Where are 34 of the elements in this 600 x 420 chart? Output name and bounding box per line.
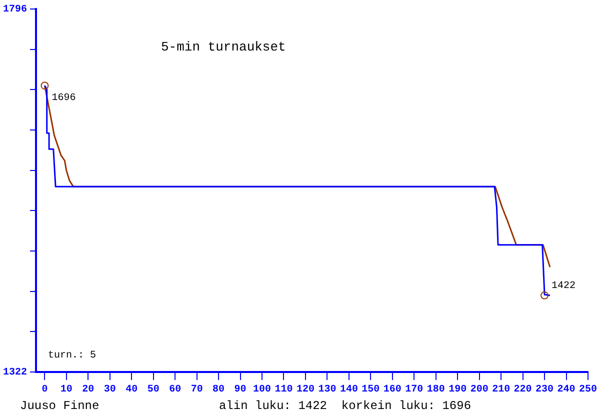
x-tick-label: 30 <box>104 384 116 396</box>
y-tick-label: 1796 <box>2 4 28 16</box>
x-tick-label: 210 <box>492 384 510 396</box>
text: Juuso Finne <box>20 399 100 414</box>
y-tick-label: 1322 <box>2 368 28 379</box>
x-tick-label: 20 <box>82 384 94 396</box>
text: 5-min turnaukset <box>161 39 286 54</box>
x-tick-label: 100 <box>253 384 272 396</box>
x-tick-label: 10 <box>60 384 72 396</box>
x-tick-label: 110 <box>274 384 293 396</box>
x-tick-label: 120 <box>296 384 314 396</box>
x-tick-label: 80 <box>212 384 225 396</box>
x-tick-label: 70 <box>190 384 203 396</box>
x-tick-label: 150 <box>362 384 380 396</box>
x-tick-label: 160 <box>383 384 402 396</box>
x-tick-label: 130 <box>318 384 336 396</box>
x-tick-label: 90 <box>234 384 246 396</box>
x-tick-label: 190 <box>448 384 467 396</box>
x-tick-label: 230 <box>536 384 554 396</box>
x-tick-label: 140 <box>340 384 358 396</box>
annotation: 1422 <box>552 281 576 292</box>
x-tick-label: 60 <box>169 384 182 396</box>
x-tick-label: 250 <box>578 384 598 396</box>
x-tick-label: 240 <box>557 384 576 396</box>
x-tick-label: 220 <box>514 384 532 396</box>
x-tick-label: 0 <box>42 384 48 396</box>
text: alin luku: 1422 korkein luku: 1696 <box>218 399 472 414</box>
x-tick-label: 50 <box>147 384 160 396</box>
annotation: turn.: 5 <box>48 350 96 362</box>
x-tick-label: 40 <box>126 384 138 396</box>
x-tick-label: 170 <box>405 384 424 396</box>
annotation: 1696 <box>52 93 76 104</box>
x-tick-label: 180 <box>426 384 445 396</box>
x-tick-label: 200 <box>470 384 488 396</box>
